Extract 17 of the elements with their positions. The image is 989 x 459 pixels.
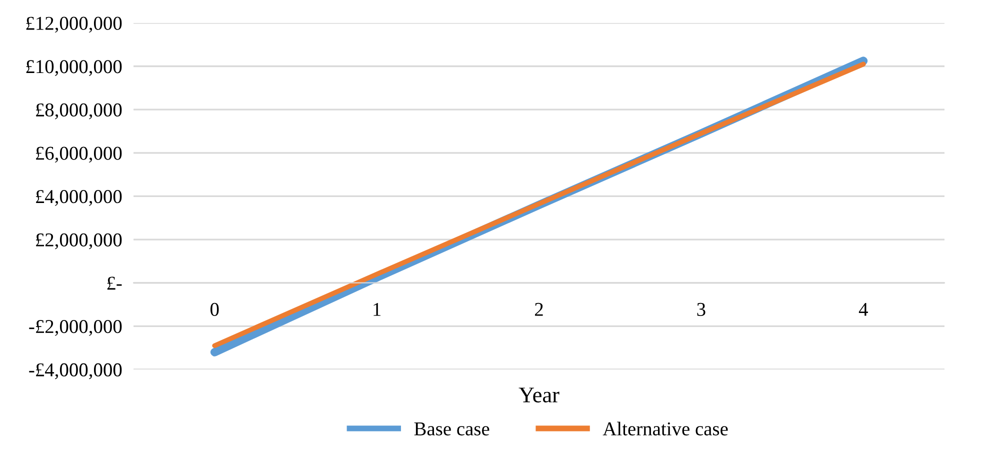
x-tick-label: 4 [858, 302, 868, 316]
x-tick-label: 2 [535, 302, 543, 316]
x-axis-title: Year [518, 388, 560, 402]
y-tick-label: £12,000,000 [26, 16, 122, 33]
y-tick-label: £6,000,000 [36, 146, 122, 163]
y-tick-label: £4,000,000 [36, 190, 122, 206]
y-tick-label: -£2,000,000 [29, 320, 122, 336]
x-tick-label: 1 [374, 302, 381, 316]
y-tick-label: £8,000,000 [36, 103, 122, 120]
y-tick-label: £- [107, 276, 122, 290]
y-tick-label: £2,000,000 [36, 233, 122, 250]
legend-label: Base case [414, 422, 490, 436]
y-tick-label: -£4,000,000 [29, 363, 122, 380]
x-tick-label: 0 [210, 302, 219, 316]
legend-label: Alternative case [602, 422, 728, 436]
x-tick-label: 3 [697, 302, 706, 316]
y-tick-label: £10,000,000 [26, 60, 122, 76]
